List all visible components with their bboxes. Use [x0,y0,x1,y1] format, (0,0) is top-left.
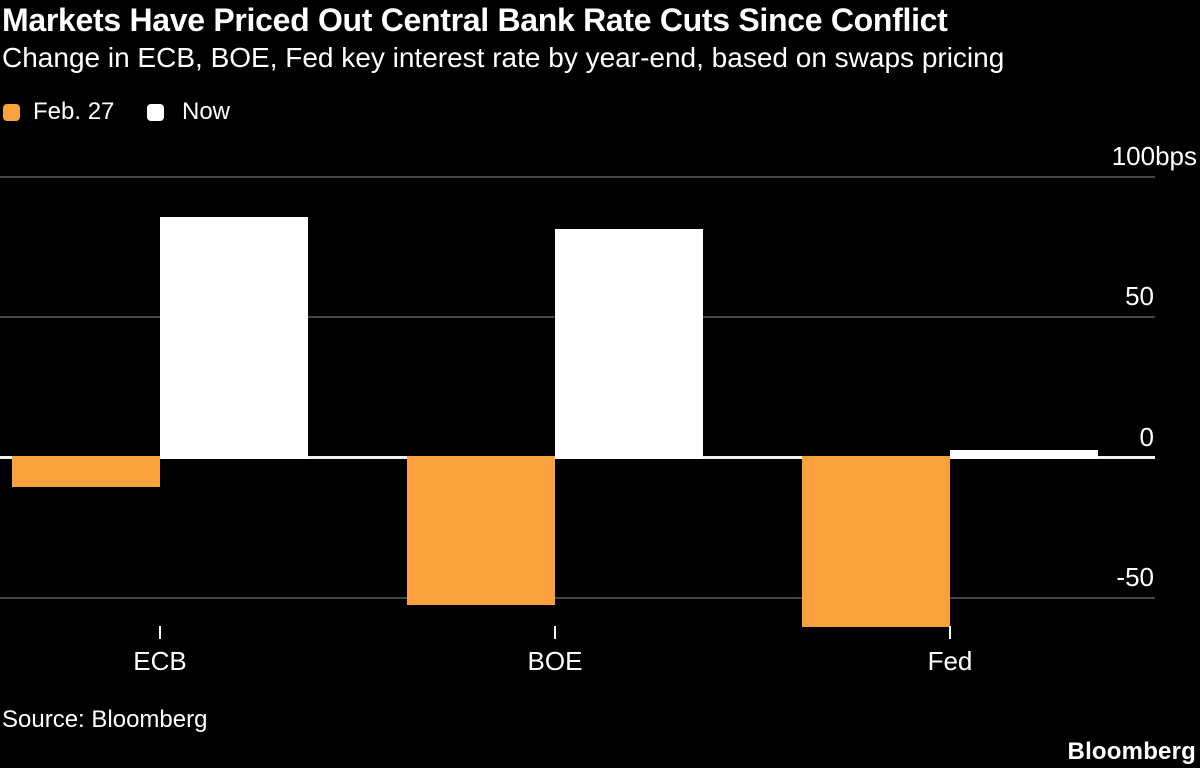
x-tick-boe [554,626,556,639]
x-tick-fed [949,626,951,639]
source-text: Source: Bloomberg [2,706,208,733]
bar-boe-feb-27 [407,456,555,605]
y-axis-label-50: -50 [1116,562,1154,592]
chart-subtitle: Change in ECB, BOE, Fed key interest rat… [2,42,1005,73]
y-axis-label-0: 0 [1139,422,1154,452]
bar-fed-feb-27 [802,456,950,627]
x-tick-ecb [159,626,161,639]
legend-swatch-now-icon [147,104,164,121]
gridline-50 [0,597,1155,599]
x-axis-label-fed: Fed [927,646,973,676]
y-axis-label-100bps: 100bps [1111,141,1197,171]
gridline-100bps [0,176,1155,178]
legend-swatch-feb27-icon [3,104,20,121]
bar-ecb-feb-27 [12,456,160,487]
legend: Feb. 27 Now [0,98,400,126]
bloomberg-logo: Bloomberg [1067,738,1196,765]
chart-title: Markets Have Priced Out Central Bank Rat… [2,2,948,38]
bar-fed-now [950,450,1098,459]
bar-boe-now [555,229,703,459]
x-axis-label-ecb: ECB [133,646,187,676]
legend-label-feb27: Feb. 27 [33,98,115,125]
bar-ecb-now [160,217,308,459]
legend-label-now: Now [182,98,231,125]
x-axis-label-boe: BOE [527,646,583,676]
y-axis-label-50: 50 [1125,281,1154,311]
